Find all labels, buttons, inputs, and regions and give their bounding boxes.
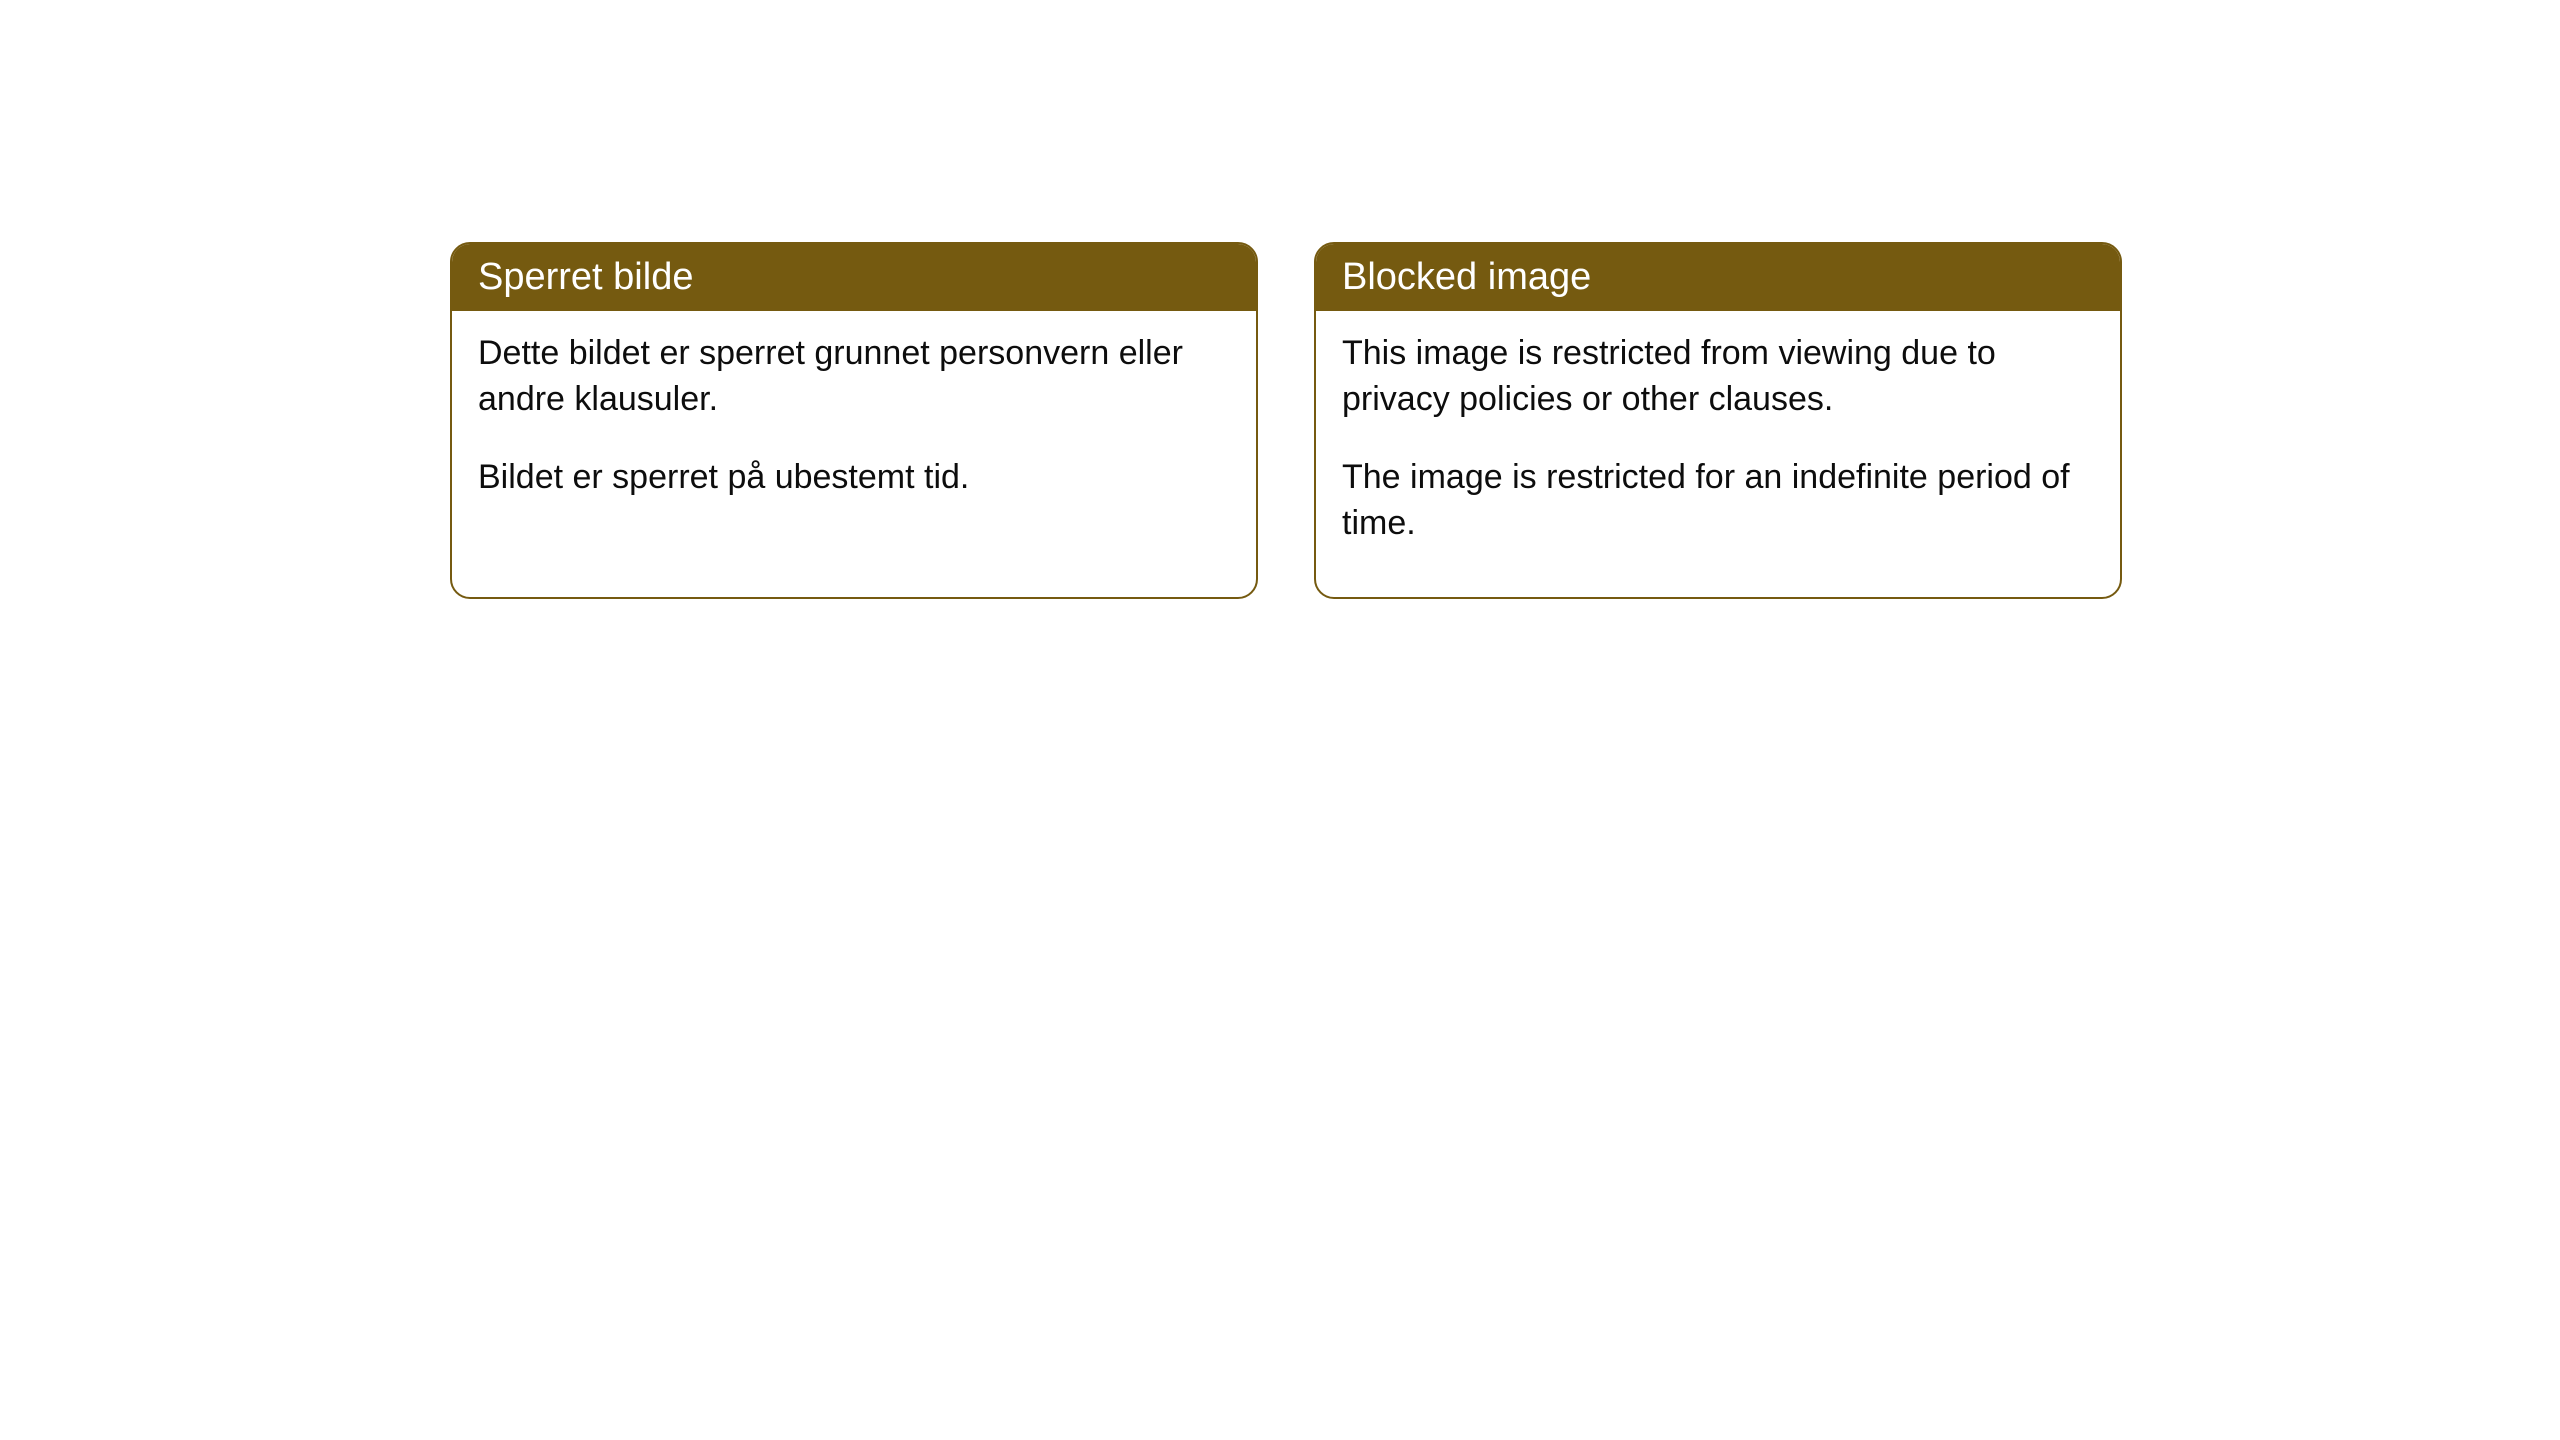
- card-body-en: This image is restricted from viewing du…: [1316, 311, 2120, 597]
- card-text-no-1: Dette bildet er sperret grunnet personve…: [478, 331, 1230, 423]
- notice-container: Sperret bilde Dette bildet er sperret gr…: [450, 242, 2122, 599]
- blocked-image-card-no: Sperret bilde Dette bildet er sperret gr…: [450, 242, 1258, 599]
- card-text-en-2: The image is restricted for an indefinit…: [1342, 455, 2094, 547]
- card-header-en: Blocked image: [1316, 244, 2120, 311]
- card-text-no-2: Bildet er sperret på ubestemt tid.: [478, 455, 1230, 501]
- blocked-image-card-en: Blocked image This image is restricted f…: [1314, 242, 2122, 599]
- card-text-en-1: This image is restricted from viewing du…: [1342, 331, 2094, 423]
- card-body-no: Dette bildet er sperret grunnet personve…: [452, 311, 1256, 551]
- card-header-no: Sperret bilde: [452, 244, 1256, 311]
